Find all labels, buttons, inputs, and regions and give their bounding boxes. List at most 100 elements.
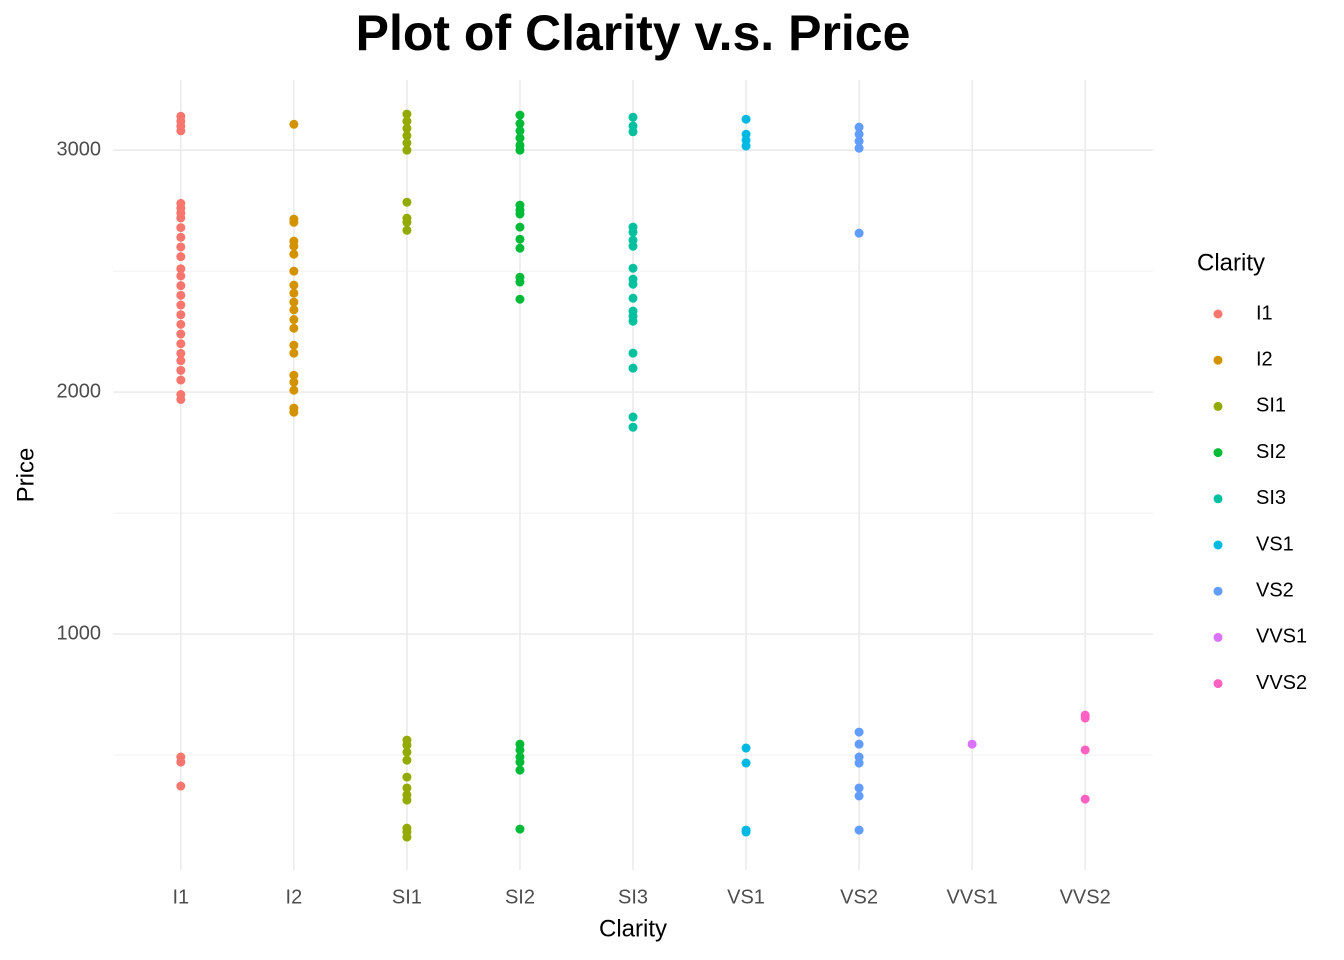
point [176, 232, 186, 242]
legend-marker [1213, 632, 1223, 642]
legend-label: SI2 [1256, 441, 1286, 463]
y-tick-label: 3000 [57, 138, 102, 160]
point [176, 375, 186, 385]
points [176, 109, 1090, 842]
point [176, 365, 186, 375]
point [176, 281, 186, 291]
legend-marker [1213, 540, 1223, 550]
point [854, 122, 864, 132]
point [176, 252, 186, 262]
x-tick-label: VVS1 [947, 886, 998, 908]
point [289, 315, 299, 325]
point [289, 241, 299, 251]
point [176, 271, 186, 281]
point [289, 217, 299, 227]
point [289, 340, 299, 350]
point [176, 242, 186, 252]
x-tick-label: SI3 [618, 886, 648, 908]
point [176, 781, 186, 791]
point [289, 249, 299, 259]
point [402, 795, 412, 805]
point [515, 209, 525, 219]
x-tick-label: I1 [172, 886, 189, 908]
x-tick-label: SI1 [392, 886, 422, 908]
point [741, 758, 751, 768]
point [176, 310, 186, 320]
point [402, 832, 412, 842]
point [628, 263, 638, 273]
point [854, 739, 864, 749]
point [289, 305, 299, 315]
point [176, 356, 186, 366]
x-tick-label: I2 [286, 886, 303, 908]
point [289, 377, 299, 387]
point [515, 765, 525, 775]
point [741, 827, 751, 837]
point [1080, 794, 1090, 804]
point [515, 277, 525, 287]
point [854, 783, 864, 793]
point [1080, 745, 1090, 755]
point [176, 300, 186, 310]
point [176, 290, 186, 300]
point [402, 116, 412, 126]
point [289, 385, 299, 395]
point [741, 141, 751, 151]
legend-label: I1 [1256, 302, 1273, 324]
legend-label: SI1 [1256, 395, 1286, 417]
point [289, 370, 299, 380]
legend-marker [1213, 679, 1223, 689]
point [402, 197, 412, 207]
point [628, 227, 638, 237]
point [176, 757, 186, 767]
point [402, 783, 412, 793]
point [176, 213, 186, 223]
point [402, 138, 412, 148]
x-tick-label: VS1 [727, 886, 765, 908]
legend-label: VS2 [1256, 579, 1294, 601]
point [289, 297, 299, 307]
point [515, 745, 525, 755]
point [402, 772, 412, 782]
legend-marker [1213, 401, 1223, 411]
point [741, 743, 751, 753]
point [402, 740, 412, 750]
point [628, 293, 638, 303]
point [289, 348, 299, 358]
grid [113, 80, 1153, 870]
point [515, 145, 525, 155]
point [854, 758, 864, 768]
legend-label: VVS2 [1256, 672, 1307, 694]
point [854, 825, 864, 835]
point [289, 407, 299, 417]
point [402, 217, 412, 227]
point [289, 280, 299, 290]
point [176, 394, 186, 404]
point [515, 824, 525, 834]
point [854, 727, 864, 737]
point [176, 348, 186, 358]
point [515, 126, 525, 136]
legend-marker [1213, 494, 1223, 504]
point [402, 747, 412, 757]
point [628, 316, 638, 326]
y-tick-label: 1000 [57, 622, 102, 644]
point [289, 323, 299, 333]
point [628, 279, 638, 289]
legend-marker [1213, 586, 1223, 596]
point [515, 133, 525, 143]
legend-label: VVS1 [1256, 626, 1307, 648]
x-axis-title: Clarity [599, 915, 667, 942]
point [402, 225, 412, 235]
point [967, 739, 977, 749]
point [402, 131, 412, 141]
point [176, 319, 186, 329]
point [176, 264, 186, 274]
y-tick-label: 2000 [57, 380, 102, 402]
point [628, 241, 638, 251]
point [628, 422, 638, 432]
x-tick-label: VVS2 [1060, 886, 1111, 908]
point [628, 363, 638, 373]
point [854, 791, 864, 801]
point [854, 129, 864, 139]
